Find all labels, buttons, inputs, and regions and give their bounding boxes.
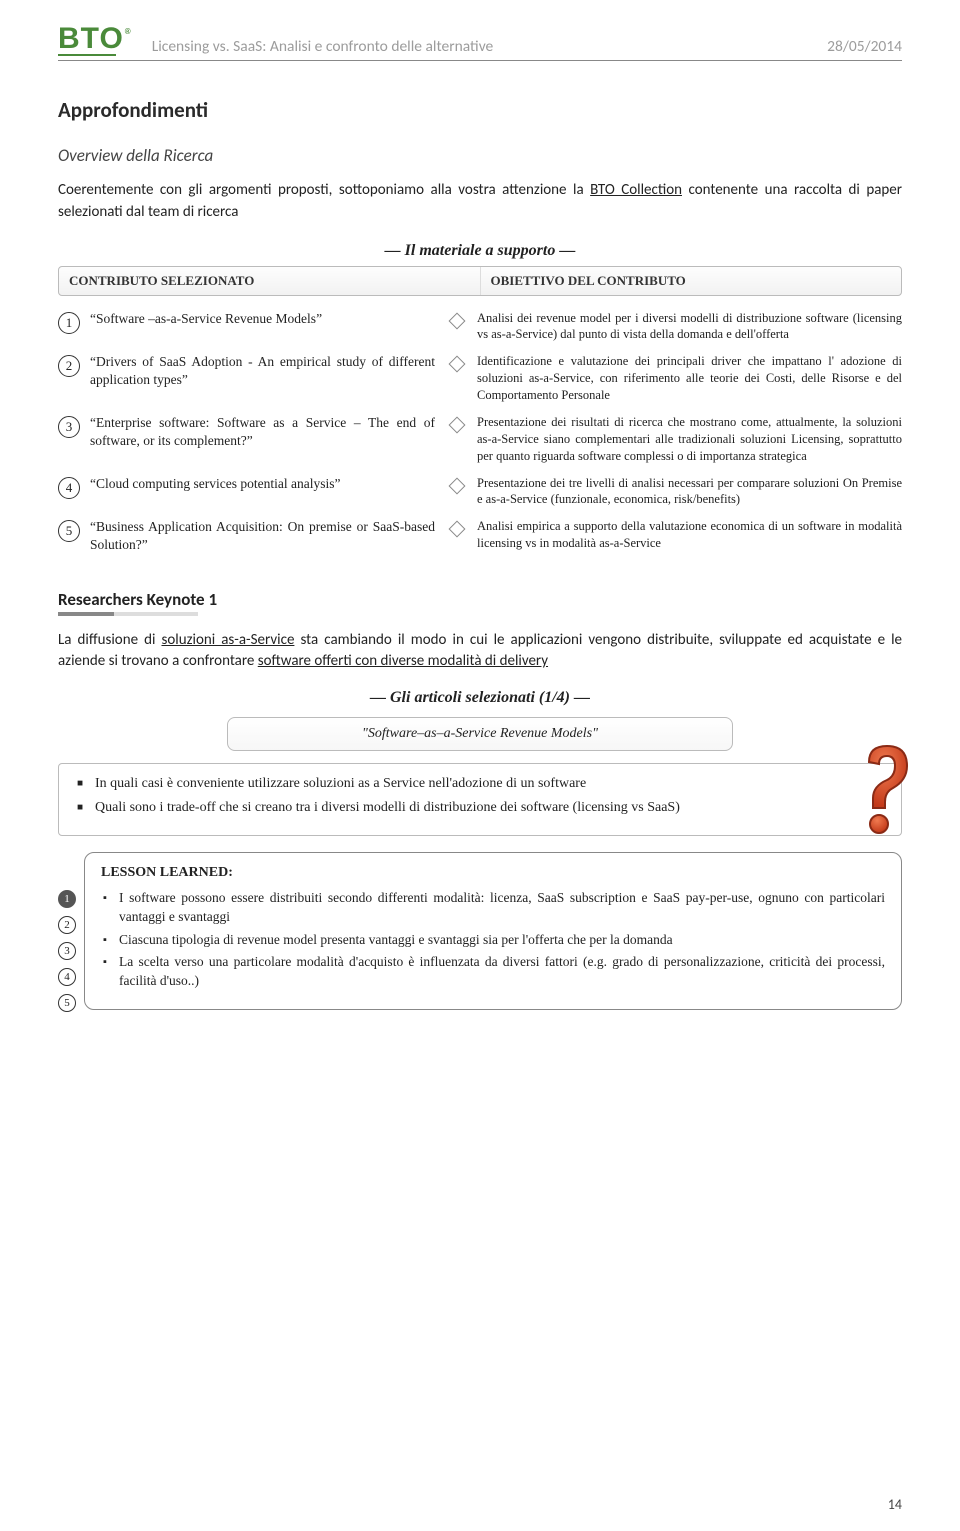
articoli-title: — Gli articoli selezionati (1/4) — <box>58 689 902 707</box>
contrib-title: Software –as-a-Service Revenue Models <box>90 311 322 326</box>
lesson-item: I software possono essere distribuiti se… <box>101 889 885 927</box>
article-questions-box: In quali casi è conveniente utilizzare s… <box>58 763 902 836</box>
keynote-bar <box>58 612 198 616</box>
col-header-1: CONTRIBUTO SELEZIONATO <box>59 267 481 295</box>
logo-text: BTO <box>58 22 124 56</box>
lesson-learned-section: 1 2 3 4 5 LESSON LEARNED: I software pos… <box>58 852 902 1012</box>
logo-mark: ® <box>125 27 132 36</box>
lesson-num-5[interactable]: 5 <box>58 994 76 1012</box>
contrib-list: 1 Software –as-a-Service Revenue Models … <box>58 310 902 555</box>
header-title: Licensing vs. SaaS: Analisi e confronto … <box>146 37 813 56</box>
lesson-item: Ciascuna tipologia di revenue model pres… <box>101 931 885 950</box>
keynote-text: La diffusione di <box>58 631 161 649</box>
table-header: CONTRIBUTO SELEZIONATO OBIETTIVO DEL CON… <box>58 266 902 296</box>
contrib-desc: Analisi dei revenue model per i diversi … <box>477 310 902 344</box>
intro-link: BTO Collection <box>590 181 682 199</box>
keynote-u2: software offerti con diverse modalità di… <box>258 652 548 670</box>
diamond-icon <box>449 356 466 373</box>
col-header-2: OBIETTIVO DEL CONTRIBUTO <box>481 267 902 295</box>
lesson-num-1[interactable]: 1 <box>58 890 76 908</box>
lesson-num-2[interactable]: 2 <box>58 916 76 934</box>
contrib-title: Cloud computing services potential analy… <box>90 476 340 491</box>
lesson-number-nav: 1 2 3 4 5 <box>58 852 76 1012</box>
lesson-box: LESSON LEARNED: I software possono esser… <box>84 852 902 1010</box>
article-bullet: Quali sono i trade-off che si creano tra… <box>77 798 873 818</box>
lesson-num-4[interactable]: 4 <box>58 968 76 986</box>
contrib-row: 3 Enterprise software: Software as a Ser… <box>58 414 902 465</box>
contrib-row: 4 Cloud computing services potential ana… <box>58 475 902 509</box>
keynote-heading: Researchers Keynote 1 <box>58 589 902 610</box>
contrib-row: 2 Drivers of SaaS Adoption - An empirica… <box>58 353 902 404</box>
row-number: 3 <box>58 416 80 438</box>
lesson-num-3[interactable]: 3 <box>58 942 76 960</box>
row-number: 4 <box>58 477 80 499</box>
section-heading: Approfondimenti <box>58 97 902 123</box>
article-bullet: In quali casi è conveniente utilizzare s… <box>77 774 873 794</box>
intro-paragraph: Coerentemente con gli argomenti proposti… <box>58 180 902 224</box>
header-date: 28/05/2014 <box>827 37 902 56</box>
contrib-row: 5 Business Application Acquisition: On p… <box>58 518 902 554</box>
logo: BTO® <box>58 22 132 56</box>
diamond-icon <box>449 312 466 329</box>
contrib-row: 1 Software –as-a-Service Revenue Models … <box>58 310 902 344</box>
intro-text: Coerentemente con gli argomenti proposti… <box>58 181 590 199</box>
contrib-desc: Identificazione e valutazione dei princi… <box>477 353 902 404</box>
diamond-icon <box>449 521 466 538</box>
lesson-item: La scelta verso una particolare modalità… <box>101 953 885 991</box>
keynote-u1: soluzioni as-a-Service <box>161 631 294 649</box>
keynote-paragraph: La diffusione di soluzioni as-a-Service … <box>58 630 902 674</box>
row-number: 2 <box>58 355 80 377</box>
contrib-desc: Presentazione dei tre livelli di analisi… <box>477 475 902 509</box>
overview-subheading: Overview della Ricerca <box>58 145 902 166</box>
contrib-title: Enterprise software: Software as a Servi… <box>90 415 435 448</box>
article-name-box: "Software–as–a-Service Revenue Models" <box>227 717 733 751</box>
contrib-title: Drivers of SaaS Adoption - An empirical … <box>90 354 435 387</box>
contrib-desc: Presentazione dei risultati di ricerca c… <box>477 414 902 465</box>
page-header: BTO® Licensing vs. SaaS: Analisi e confr… <box>58 22 902 61</box>
row-number: 5 <box>58 520 80 542</box>
diamond-icon <box>449 416 466 433</box>
diamond-icon <box>449 477 466 494</box>
row-number: 1 <box>58 312 80 334</box>
contrib-title: Business Application Acquisition: On pre… <box>90 519 435 552</box>
contrib-desc: Analisi empirica a supporto della valuta… <box>477 518 902 552</box>
lesson-heading: LESSON LEARNED: <box>101 865 885 881</box>
materiale-title: — Il materiale a supporto — <box>58 242 902 260</box>
page-number: 14 <box>888 1496 902 1513</box>
